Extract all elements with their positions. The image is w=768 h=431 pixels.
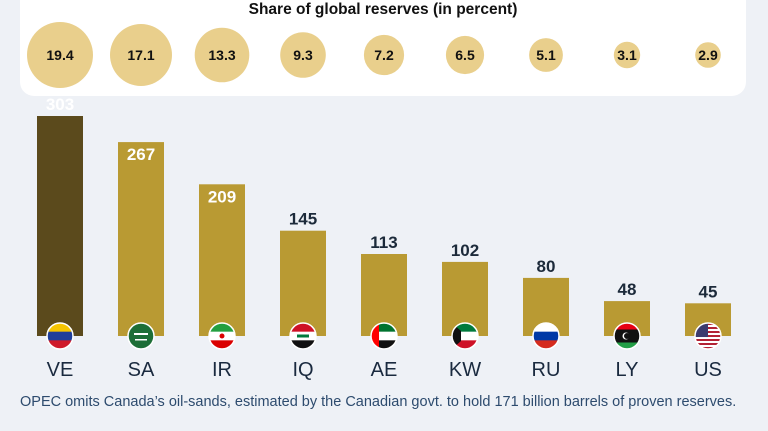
category-label-kw: KW: [449, 359, 481, 381]
kuwait-flag-icon: [451, 322, 479, 350]
category-label-ru: RU: [532, 359, 561, 381]
share-bubble-ly: [613, 41, 641, 69]
bar-sa: [118, 142, 164, 336]
footnote: OPEC omits Canada’s oil-sands, estimated…: [20, 394, 737, 410]
share-bubble-ir: [194, 27, 250, 83]
iraq-flag-icon: [289, 322, 317, 350]
value-label-iq: 145: [289, 210, 317, 229]
bar-ve: [37, 116, 83, 336]
share-bubble-ae: [363, 34, 405, 76]
value-label-ly: 48: [618, 280, 637, 299]
russia-flag-icon: [532, 322, 560, 350]
share-value-ly: 3.1: [617, 47, 637, 63]
category-label-ae: AE: [371, 359, 398, 381]
value-label-ae: 113: [370, 233, 397, 252]
value-label-ve: 303: [46, 95, 74, 114]
share-bubble-ru: [529, 38, 563, 72]
share-bubble-us: [695, 42, 721, 68]
share-value-iq: 9.3: [293, 47, 313, 63]
usa-flag-icon: [694, 322, 722, 350]
share-bubble-iq: [280, 32, 326, 78]
category-label-ve: VE: [47, 359, 74, 381]
share-value-ve: 19.4: [46, 47, 73, 63]
share-value-ru: 5.1: [536, 47, 556, 63]
share-bubble-kw: [445, 35, 485, 75]
share-title: Share of global reserves (in percent): [248, 1, 518, 18]
share-bubble-sa: [110, 24, 172, 86]
category-label-ir: IR: [212, 359, 232, 381]
libya-flag-icon: [613, 322, 641, 350]
share-value-ae: 7.2: [374, 47, 394, 63]
category-label-ly: LY: [616, 359, 639, 381]
value-label-ir: 209: [208, 187, 236, 206]
uae-flag-icon: [370, 322, 398, 350]
share-value-kw: 6.5: [455, 47, 475, 63]
bar-ir: [199, 184, 245, 336]
share-value-ir: 13.3: [208, 47, 235, 63]
iran-flag-icon: [208, 322, 236, 350]
saudi-arabia-flag-icon: [127, 322, 155, 350]
bar-iq: [280, 230, 326, 336]
value-label-kw: 102: [451, 241, 479, 260]
value-label-ru: 80: [537, 257, 556, 276]
value-label-sa: 267: [127, 145, 155, 164]
venezuela-flag-icon: [46, 322, 74, 350]
share-value-us: 2.9: [698, 47, 718, 63]
category-label-us: US: [694, 359, 722, 381]
category-label-iq: IQ: [292, 359, 313, 381]
share-bubble-ve: [27, 22, 93, 88]
value-label-us: 45: [699, 282, 718, 301]
category-label-sa: SA: [128, 359, 155, 381]
share-value-sa: 17.1: [127, 47, 154, 63]
